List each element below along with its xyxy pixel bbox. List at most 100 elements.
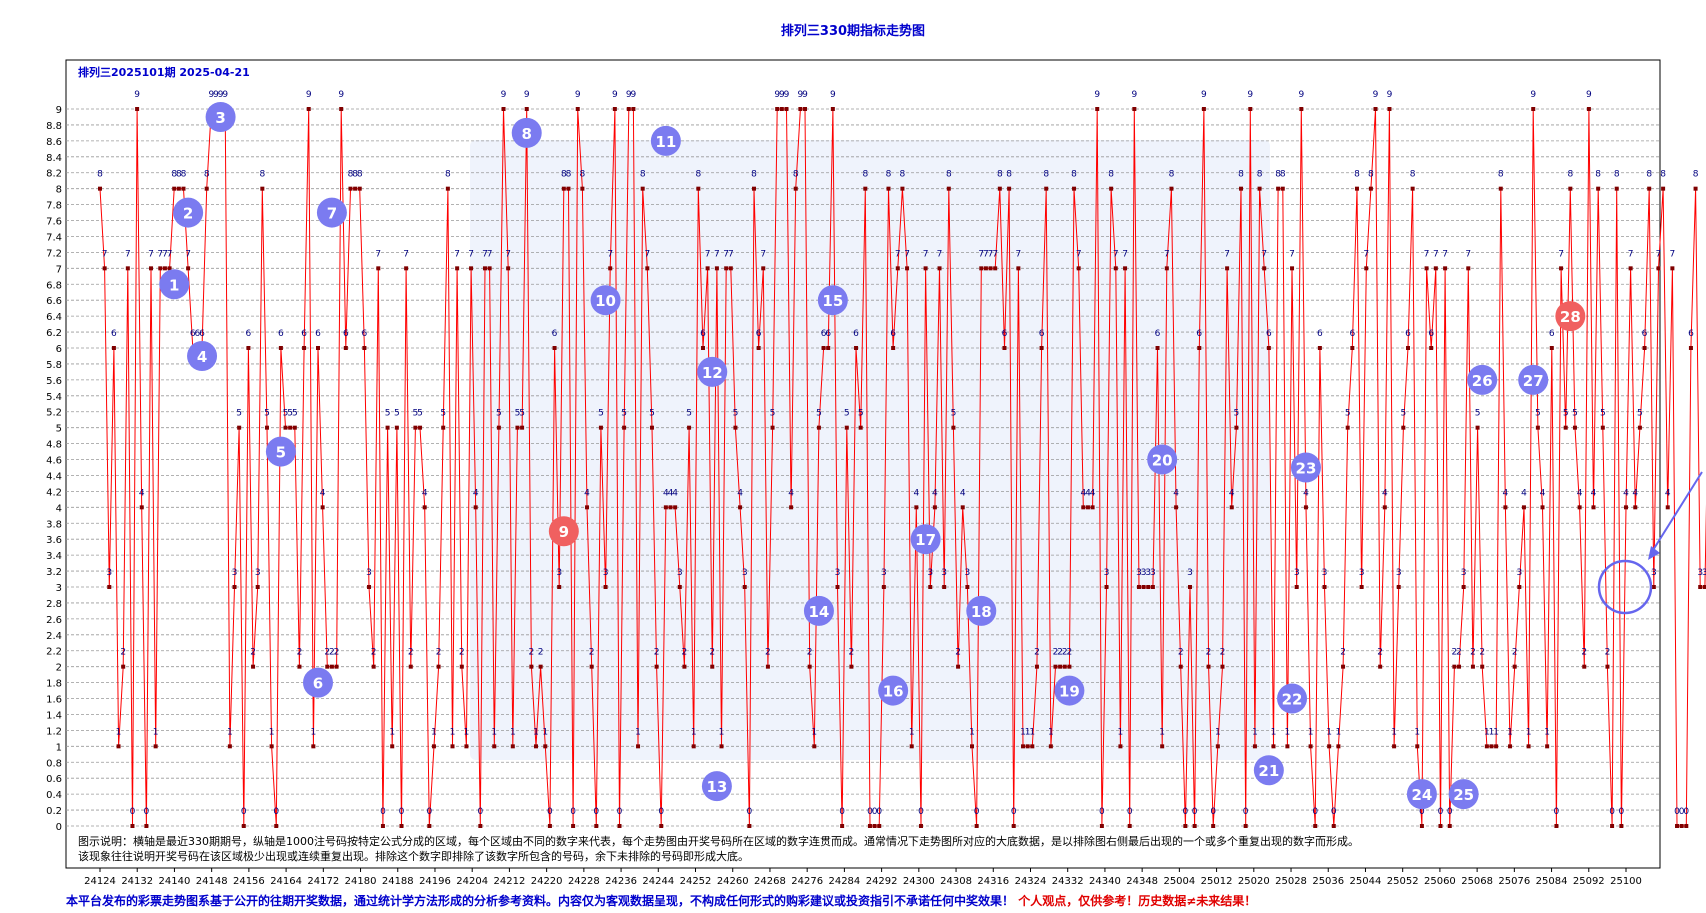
annotation-circle (1277, 683, 1308, 714)
data-point (1661, 186, 1666, 191)
y-tick-label: 3.8 (46, 519, 62, 530)
x-tick-label: 25100 (1610, 876, 1642, 887)
y-tick-label: 1.2 (46, 726, 62, 737)
data-point (1596, 186, 1601, 191)
data-point (538, 664, 543, 669)
data-label: 0 (570, 807, 576, 817)
data-point (506, 266, 511, 271)
data-point (1591, 505, 1596, 510)
y-tick-label: 2.8 (46, 599, 62, 610)
data-label: 7 (1424, 249, 1430, 259)
data-label: 6 (821, 329, 827, 339)
data-label: 8 (946, 170, 952, 180)
chart-description: 图示说明：横轴是最近330期期号，纵轴是1000注号码按特定公式分成的区域，每个… (78, 834, 1638, 864)
data-label: 7 (487, 249, 493, 259)
x-tick-label: 24132 (121, 876, 153, 887)
data-point (872, 824, 877, 828)
data-point (339, 107, 344, 111)
data-point (761, 266, 766, 271)
data-point (1053, 664, 1058, 669)
data-label: 2 (120, 648, 126, 658)
data-label: 8 (1043, 170, 1049, 180)
data-label: 7 (1433, 249, 1439, 259)
annotation-badge: 1 (159, 269, 190, 300)
data-label: 9 (213, 90, 219, 100)
data-label: 3 (232, 568, 238, 578)
data-point (1429, 346, 1434, 350)
data-point (682, 664, 687, 669)
x-tick-label: 24164 (270, 876, 302, 887)
annotation-badge: 15 (817, 285, 848, 316)
data-point (1021, 744, 1026, 749)
data-label: 2 (1512, 648, 1518, 658)
x-tick-label: 25060 (1424, 876, 1456, 887)
data-label: 1 (450, 727, 456, 737)
x-tick-label: 24148 (196, 876, 228, 887)
data-label: 8 (793, 170, 799, 180)
annotation-circle (173, 197, 204, 228)
data-point (325, 664, 330, 669)
data-point (1201, 107, 1206, 111)
data-label: 7 (102, 249, 108, 259)
data-label: 3 (1141, 568, 1147, 578)
data-label: 5 (515, 409, 521, 419)
data-label: 5 (283, 409, 289, 419)
data-label: 9 (218, 90, 224, 100)
data-point (1007, 186, 1012, 191)
data-point (1178, 664, 1183, 669)
data-point (900, 186, 905, 191)
data-point (752, 186, 756, 191)
data-point (1368, 186, 1373, 191)
data-point (1359, 585, 1364, 589)
data-label: 6 (362, 329, 368, 339)
data-point (997, 186, 1002, 191)
data-label: 2 (1452, 648, 1458, 658)
data-point (385, 425, 390, 430)
x-tick-label: 24308 (940, 876, 972, 887)
data-point (204, 186, 209, 191)
annotation-number: 14 (808, 603, 829, 621)
x-tick-label: 24340 (1089, 876, 1121, 887)
data-point (1303, 505, 1308, 510)
data-label: 2 (371, 648, 377, 658)
annotation-circle (966, 595, 997, 626)
data-point (636, 744, 641, 749)
data-label: 8 (352, 170, 358, 180)
data-label: 5 (1400, 409, 1406, 419)
data-label: 1 (1215, 727, 1221, 737)
description-line-1: 图示说明：横轴是最近330期期号，纵轴是1000注号码按特定公式分成的区域，每个… (78, 835, 1359, 848)
annotation-badge: 18 (966, 595, 997, 626)
data-point (1633, 505, 1638, 510)
data-point (520, 425, 525, 430)
data-label: 2 (1605, 648, 1611, 658)
data-label: 7 (988, 249, 994, 259)
data-point (283, 425, 288, 430)
data-label: 2 (1377, 648, 1383, 658)
data-point (227, 744, 232, 749)
data-point (255, 585, 260, 589)
data-label: 6 (552, 329, 558, 339)
data-point (1642, 346, 1647, 350)
chart-title: 排列三2025101期 2025-04-21 (78, 65, 250, 79)
data-point (840, 824, 845, 828)
data-point (983, 266, 988, 271)
data-label: 1 (1507, 727, 1513, 737)
data-label: 3 (1187, 568, 1193, 578)
data-label: 5 (649, 409, 655, 419)
data-point (1508, 744, 1513, 749)
data-label: 6 (1349, 329, 1355, 339)
annotation-badge: 25 (1448, 779, 1479, 810)
x-tick-label: 24300 (903, 876, 935, 887)
data-point (552, 346, 557, 350)
data-label: 0 (839, 807, 845, 817)
data-label: 8 (862, 170, 868, 180)
data-point (979, 266, 984, 271)
data-point (251, 664, 256, 669)
annotation-number: 9 (559, 523, 569, 541)
annotation-number: 1 (169, 276, 179, 294)
data-point (1308, 744, 1313, 749)
data-point (1531, 107, 1536, 111)
data-point (784, 107, 789, 111)
data-label: 1 (1526, 727, 1532, 737)
data-point (1549, 346, 1554, 350)
